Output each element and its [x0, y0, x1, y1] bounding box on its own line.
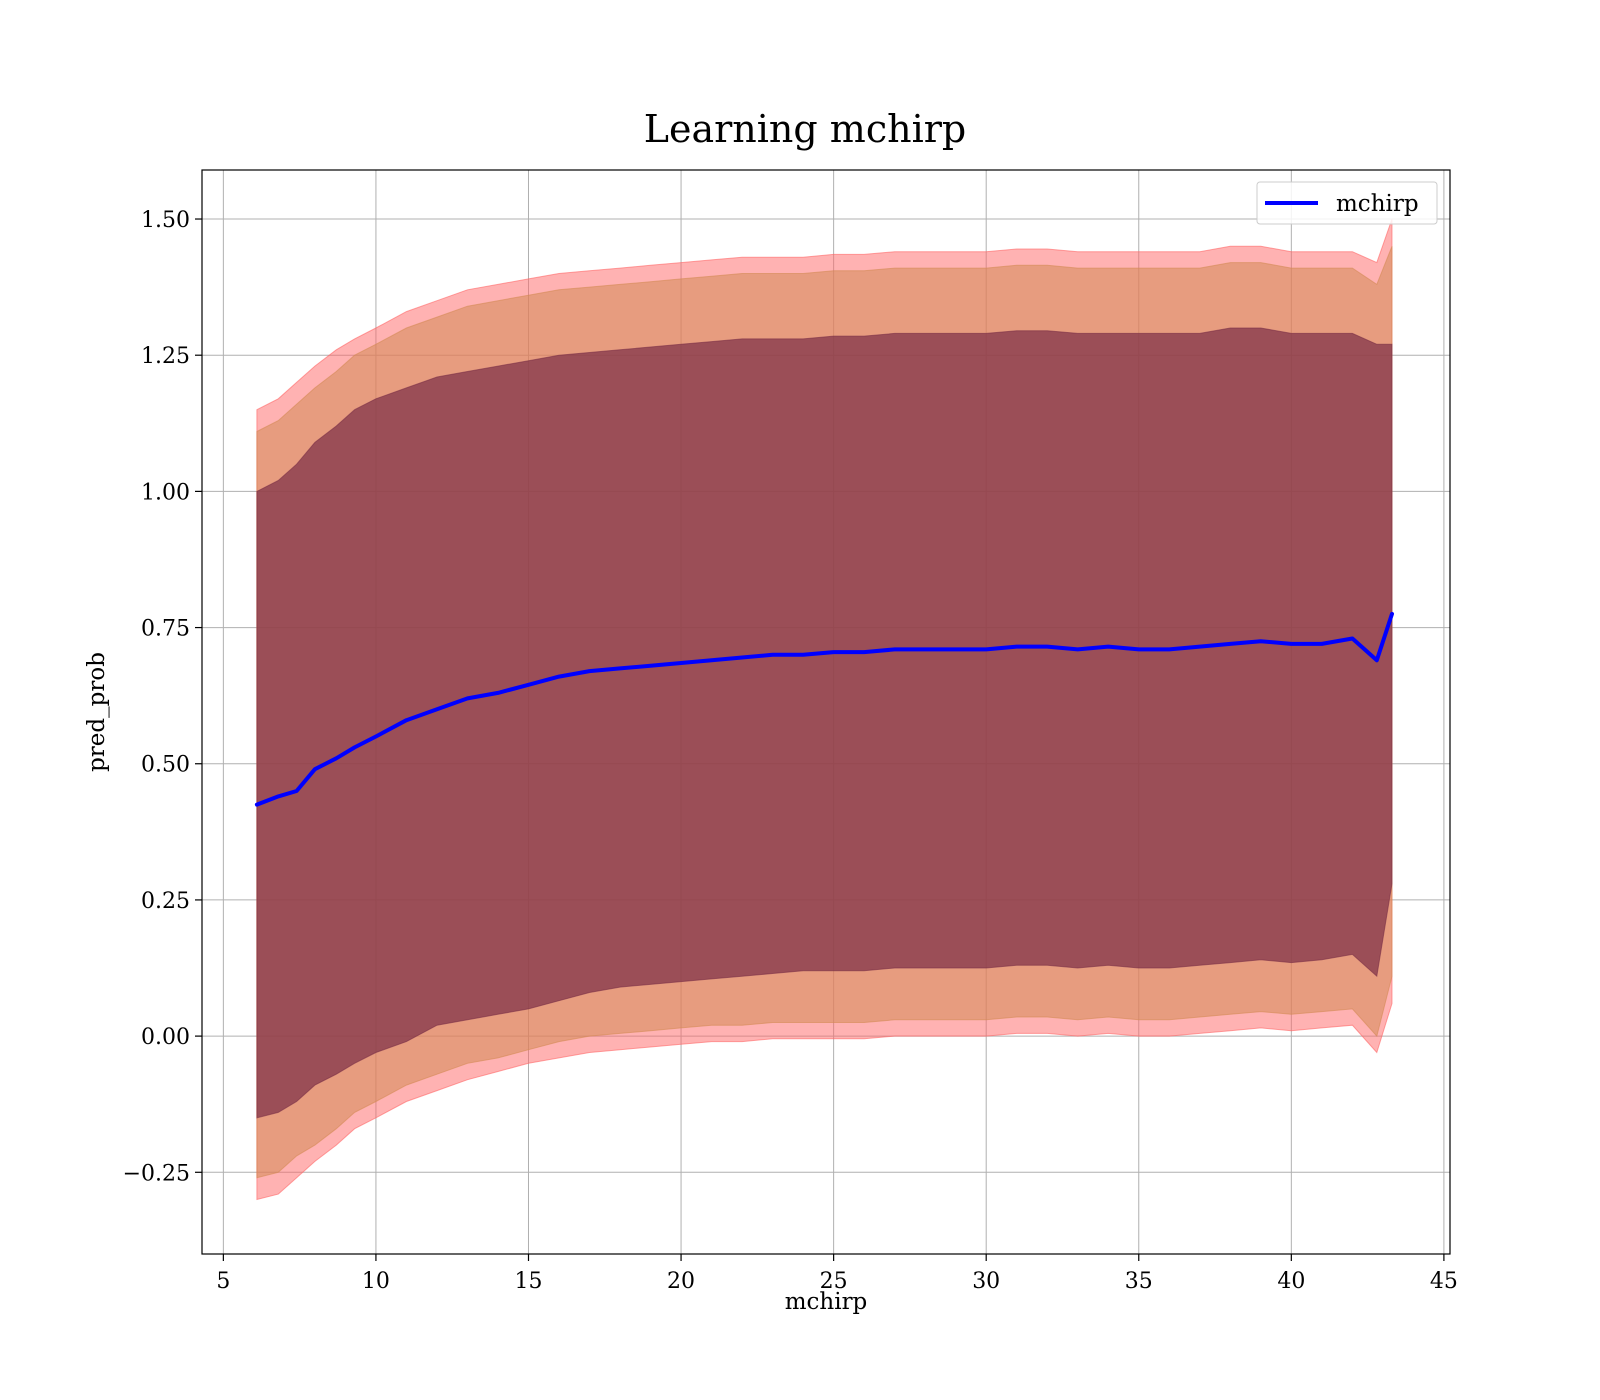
confidence-bands	[256, 218, 1393, 1201]
y-tick-label: 0.50	[141, 753, 190, 778]
band_1sigma	[256, 327, 1393, 1119]
legend: mchirp	[1256, 181, 1438, 225]
y-tick-label: 1.50	[141, 208, 190, 233]
legend-entry-mchirp: mchirp	[1336, 191, 1419, 217]
y-tick-label: 0.25	[141, 889, 190, 914]
y-tick-label: −0.25	[123, 1161, 190, 1186]
chart-title: Learning mchirp	[644, 107, 966, 151]
plot-frame	[201, 169, 1451, 1255]
x-tick-label: 25	[820, 1269, 848, 1294]
x-tick-label: 20	[667, 1269, 695, 1294]
x-tick-label: 45	[1430, 1269, 1458, 1294]
x-tick-label: 15	[514, 1269, 542, 1294]
y-axis-ticks: −0.25 0.00 0.25 0.50 0.75 1.00 1.25 1.50	[123, 208, 202, 1186]
x-tick-label: 5	[216, 1269, 230, 1294]
plot-area	[201, 169, 1451, 1255]
x-tick-label: 30	[972, 1269, 1000, 1294]
y-axis-label: pred_prob	[84, 652, 110, 772]
y-tick-label: 0.75	[141, 617, 190, 642]
x-axis-label: mchirp	[785, 1289, 868, 1315]
series-line-mchirp	[254, 611, 1394, 807]
series-lines	[254, 611, 1394, 807]
y-tick-label: 1.00	[141, 480, 190, 505]
y-tick-label: 0.00	[141, 1025, 190, 1050]
legend-box	[1256, 181, 1438, 225]
x-tick-label: 10	[362, 1269, 390, 1294]
x-tick-label: 35	[1125, 1269, 1153, 1294]
x-axis-ticks: 5 10 15 20 25 30 35 40 45	[216, 1254, 1458, 1294]
x-tick-label: 40	[1277, 1269, 1305, 1294]
y-tick-label: 1.25	[141, 344, 190, 369]
